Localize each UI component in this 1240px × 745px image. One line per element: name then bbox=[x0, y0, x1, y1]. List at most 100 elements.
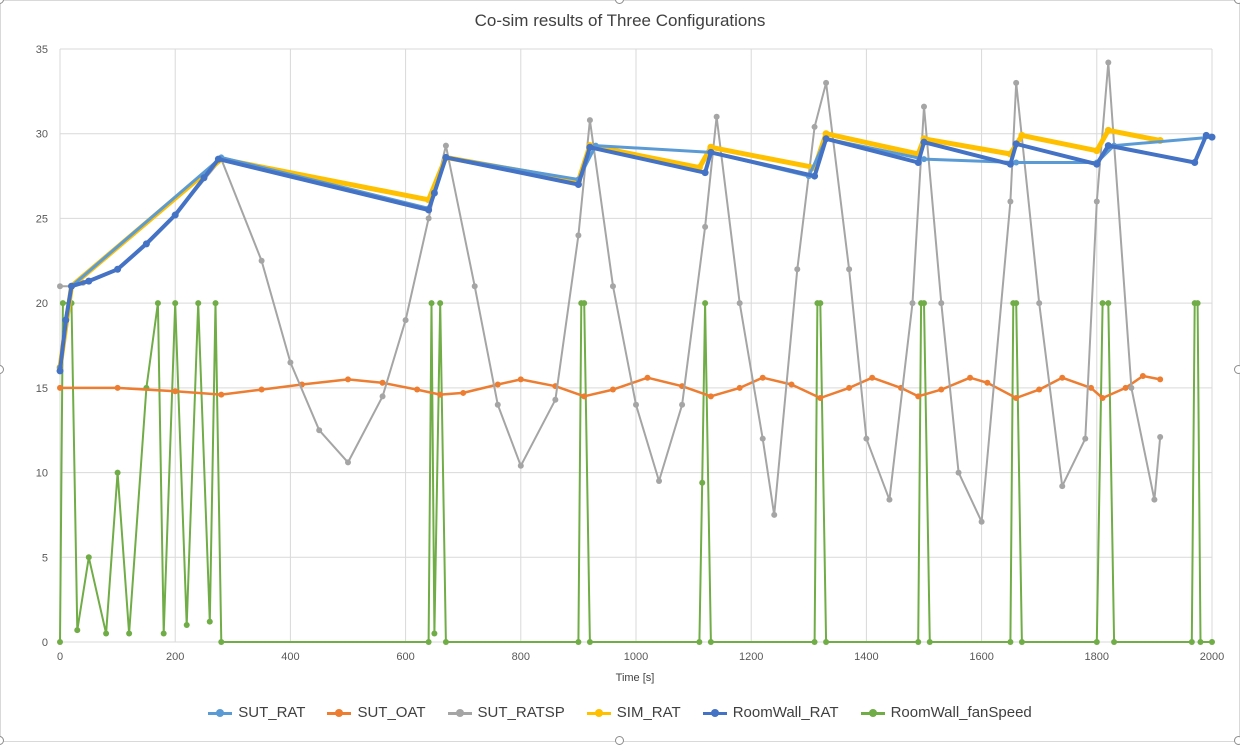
data-point bbox=[114, 265, 122, 273]
series-SUT_RATSP bbox=[57, 59, 1164, 525]
data-point bbox=[846, 266, 853, 273]
data-point bbox=[212, 300, 219, 307]
data-point bbox=[915, 639, 922, 645]
legend-label: RoomWall_fanSpeed bbox=[890, 704, 1032, 721]
data-point bbox=[707, 148, 715, 156]
data-point bbox=[471, 283, 478, 290]
legend-swatch bbox=[860, 707, 885, 719]
series-line bbox=[60, 374, 1161, 400]
data-point bbox=[195, 300, 202, 307]
data-point bbox=[736, 384, 743, 391]
data-point bbox=[57, 283, 63, 290]
data-point bbox=[699, 479, 706, 486]
data-point bbox=[74, 627, 81, 634]
data-point bbox=[984, 379, 991, 386]
data-point bbox=[575, 232, 582, 239]
data-point bbox=[200, 174, 208, 182]
data-point bbox=[1099, 300, 1106, 307]
data-point bbox=[846, 384, 853, 391]
data-point bbox=[1128, 384, 1135, 391]
data-point bbox=[206, 618, 213, 625]
data-point bbox=[425, 639, 432, 645]
legend-swatch bbox=[702, 707, 727, 719]
data-point bbox=[967, 374, 974, 381]
data-point bbox=[494, 381, 501, 388]
data-point bbox=[581, 393, 588, 400]
data-point bbox=[437, 300, 444, 307]
data-point bbox=[702, 300, 709, 307]
data-point bbox=[1105, 59, 1112, 66]
legend-swatch bbox=[208, 707, 233, 719]
data-point bbox=[701, 169, 709, 177]
data-point bbox=[817, 395, 824, 402]
data-point bbox=[172, 300, 179, 307]
data-point bbox=[1105, 300, 1112, 307]
resize-handle-top-right[interactable] bbox=[1234, 0, 1240, 4]
x-tick-label: 2000 bbox=[1200, 651, 1224, 663]
x-tick-label: 200 bbox=[166, 651, 184, 663]
data-point bbox=[707, 639, 714, 645]
data-point bbox=[460, 389, 467, 396]
data-point bbox=[1093, 639, 1100, 645]
legend-swatch bbox=[327, 707, 352, 719]
series-SUT_OAT bbox=[57, 372, 1164, 402]
legend-item: SUT_OAT bbox=[327, 704, 426, 721]
data-point bbox=[1036, 300, 1043, 307]
data-point bbox=[811, 639, 818, 645]
data-point bbox=[1059, 483, 1066, 490]
data-point bbox=[414, 386, 421, 393]
legend-label: RoomWall_RAT bbox=[732, 704, 839, 721]
data-point bbox=[886, 496, 893, 503]
data-point bbox=[707, 393, 714, 400]
x-tick-label: 1000 bbox=[624, 651, 648, 663]
data-point bbox=[442, 142, 449, 149]
data-point bbox=[1059, 374, 1066, 381]
data-point bbox=[707, 143, 715, 151]
series-line bbox=[60, 61, 1162, 523]
data-point bbox=[1093, 198, 1100, 205]
data-point bbox=[696, 639, 703, 645]
data-point bbox=[218, 391, 225, 398]
data-point bbox=[85, 554, 92, 561]
data-point bbox=[1111, 639, 1118, 645]
chart-title: Co-sim results of Three Configurations bbox=[474, 11, 766, 30]
data-point bbox=[869, 374, 876, 381]
resize-handle-right[interactable] bbox=[1234, 365, 1240, 374]
data-point bbox=[402, 317, 409, 324]
data-point bbox=[609, 283, 616, 290]
data-point bbox=[345, 459, 351, 466]
data-point bbox=[586, 117, 593, 124]
data-point bbox=[914, 159, 922, 167]
x-tick-label: 0 bbox=[57, 651, 63, 663]
data-point bbox=[1018, 639, 1025, 645]
data-point bbox=[1202, 131, 1210, 139]
data-point bbox=[183, 622, 190, 629]
data-point bbox=[811, 123, 818, 130]
y-tick-label: 35 bbox=[36, 44, 48, 56]
data-point bbox=[759, 374, 766, 381]
data-point bbox=[955, 469, 962, 476]
data-point bbox=[1036, 386, 1043, 393]
data-point bbox=[1191, 159, 1199, 167]
data-point bbox=[431, 630, 438, 637]
data-point bbox=[581, 300, 588, 307]
data-point bbox=[1122, 384, 1129, 391]
data-point bbox=[379, 379, 386, 386]
data-point bbox=[316, 427, 323, 434]
data-point bbox=[85, 277, 93, 285]
data-point bbox=[633, 401, 639, 408]
data-point bbox=[679, 401, 686, 408]
data-point bbox=[1197, 639, 1204, 645]
legend-label: SUT_RAT bbox=[238, 704, 306, 721]
legend-label: SIM_RAT bbox=[616, 704, 681, 721]
x-tick-label: 800 bbox=[512, 651, 530, 663]
data-point bbox=[517, 462, 524, 469]
data-point bbox=[1088, 384, 1095, 391]
data-point bbox=[1209, 639, 1215, 645]
data-point bbox=[1093, 147, 1101, 155]
data-point bbox=[794, 266, 801, 273]
data-point bbox=[1007, 198, 1014, 205]
data-point bbox=[56, 367, 64, 375]
data-point bbox=[1006, 160, 1014, 168]
x-tick-label: 1600 bbox=[969, 651, 993, 663]
